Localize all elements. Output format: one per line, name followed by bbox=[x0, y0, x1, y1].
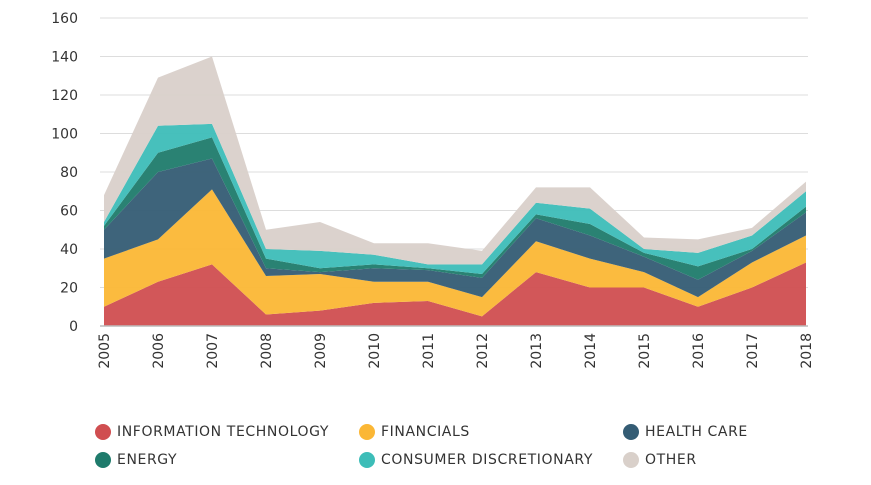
y-tick-label: 60 bbox=[60, 204, 78, 220]
y-tick-label: 120 bbox=[51, 88, 78, 104]
x-tick-label: 2018 bbox=[799, 333, 815, 369]
y-tick-label: 20 bbox=[60, 281, 78, 297]
area-consumer-discretionary bbox=[104, 123, 806, 275]
x-tick-label: 2007 bbox=[205, 333, 221, 369]
x-tick-label: 2010 bbox=[367, 333, 383, 369]
x-tick-label: 2012 bbox=[475, 333, 491, 369]
x-tick-label: 2011 bbox=[421, 333, 437, 369]
y-tick-label: 140 bbox=[51, 50, 78, 66]
area-energy bbox=[104, 137, 806, 280]
x-tick-label: 2015 bbox=[637, 333, 653, 369]
x-tick-label: 2016 bbox=[691, 333, 707, 369]
x-tick-label: 2013 bbox=[529, 333, 545, 369]
area-information-technology bbox=[104, 262, 806, 326]
y-tick-label: 0 bbox=[69, 319, 78, 335]
area-health-care bbox=[104, 158, 806, 298]
y-tick-label: 160 bbox=[51, 11, 78, 27]
y-tick-label: 40 bbox=[60, 242, 78, 258]
area-other bbox=[104, 56, 806, 265]
y-tick-label: 80 bbox=[60, 165, 78, 181]
x-tick-label: 2014 bbox=[583, 333, 599, 369]
x-tick-label: 2005 bbox=[97, 333, 113, 369]
x-tick-label: 2006 bbox=[151, 333, 167, 369]
x-tick-label: 2017 bbox=[745, 333, 761, 369]
y-tick-label: 100 bbox=[51, 127, 78, 143]
x-tick-label: 2009 bbox=[313, 333, 329, 369]
area-financials bbox=[104, 189, 806, 317]
x-tick-label: 2008 bbox=[259, 333, 275, 369]
